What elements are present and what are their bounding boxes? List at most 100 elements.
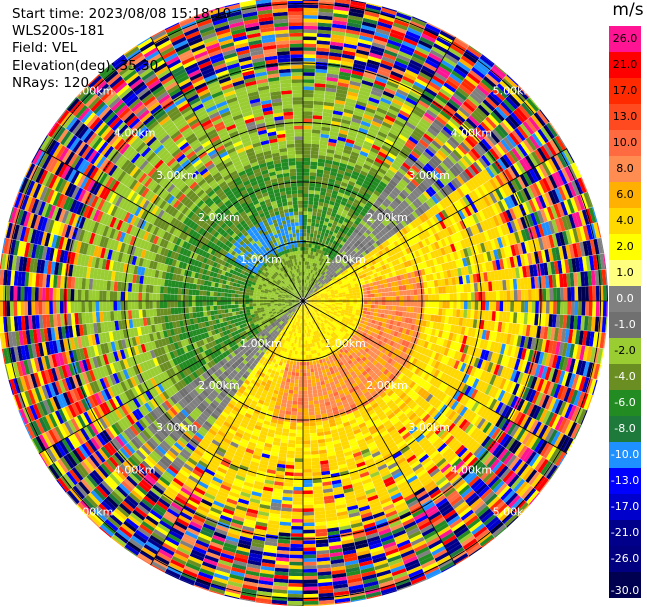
velocity-gate — [452, 284, 457, 294]
velocity-gate — [453, 177, 463, 188]
velocity-gate — [310, 289, 313, 293]
velocity-gate — [307, 204, 314, 209]
velocity-gate — [349, 272, 355, 277]
velocity-gate — [400, 44, 415, 53]
velocity-gate — [527, 153, 539, 167]
velocity-gate — [371, 230, 378, 237]
velocity-gate — [531, 301, 536, 314]
velocity-gate — [340, 122, 351, 129]
velocity-gate — [312, 118, 323, 124]
velocity-gate — [336, 277, 341, 282]
velocity-gate — [343, 206, 351, 212]
velocity-gate — [355, 100, 368, 108]
velocity-gate — [426, 145, 438, 155]
velocity-gate — [307, 386, 313, 391]
velocity-gate — [454, 36, 470, 47]
velocity-gate — [318, 11, 334, 17]
velocity-gate — [318, 8, 334, 13]
velocity-gate — [476, 84, 490, 97]
velocity-gate — [392, 296, 397, 301]
velocity-gate — [408, 136, 419, 145]
velocity-gate — [391, 98, 404, 107]
velocity-gate — [329, 268, 334, 273]
velocity-gate — [342, 112, 353, 118]
velocity-gate — [500, 198, 509, 211]
velocity-gate — [482, 118, 495, 132]
velocity-gate — [424, 294, 429, 301]
velocity-gate — [538, 179, 548, 194]
velocity-gate — [325, 214, 331, 220]
velocity-gate — [466, 72, 481, 85]
velocity-gate — [350, 173, 359, 180]
velocity-gate — [341, 250, 347, 256]
velocity-gate — [475, 159, 486, 171]
velocity-gate — [346, 296, 350, 299]
velocity-gate — [315, 216, 321, 221]
velocity-gate — [433, 181, 443, 191]
velocity-gate — [341, 178, 350, 184]
velocity-gate — [303, 4, 319, 9]
velocity-gate — [416, 141, 427, 151]
velocity-gate — [353, 59, 367, 67]
velocity-gate — [370, 205, 378, 212]
velocity-gate — [313, 197, 320, 202]
velocity-gate — [531, 197, 540, 212]
velocity-gate — [333, 279, 338, 283]
velocity-gate — [449, 117, 461, 129]
velocity-gate — [429, 124, 441, 135]
velocity-gate — [385, 155, 395, 163]
velocity-gate — [424, 237, 431, 246]
velocity-gate — [309, 269, 312, 273]
velocity-gate — [492, 145, 503, 159]
velocity-gate — [309, 273, 312, 277]
velocity-gate — [403, 72, 417, 82]
velocity-gate — [461, 208, 469, 219]
velocity-gate — [379, 213, 387, 220]
velocity-gate — [514, 145, 525, 159]
velocity-gate — [510, 179, 520, 193]
velocity-gate — [308, 186, 315, 191]
velocity-gate — [525, 118, 538, 133]
velocity-gate — [353, 141, 364, 148]
velocity-gate — [401, 162, 412, 171]
velocity-gate — [394, 119, 405, 128]
velocity-gate — [342, 175, 351, 181]
velocity-gate — [475, 60, 490, 74]
velocity-gate — [406, 27, 423, 37]
velocity-gate — [353, 198, 361, 205]
velocity-gate — [388, 221, 395, 229]
velocity-gate — [303, 75, 315, 80]
velocity-gate — [436, 190, 445, 200]
velocity-gate — [305, 247, 309, 251]
velocity-gate — [321, 280, 325, 284]
velocity-gate — [325, 87, 337, 93]
velocity-gate — [364, 137, 375, 145]
velocity-gate — [313, 93, 325, 99]
velocity-gate — [319, 269, 323, 274]
velocity-gate — [377, 104, 389, 112]
velocity-gate — [344, 101, 356, 108]
velocity-gate — [413, 218, 421, 227]
velocity-gate — [303, 268, 305, 272]
velocity-gate — [342, 209, 349, 215]
velocity-gate — [307, 343, 311, 348]
velocity-gate — [400, 106, 413, 116]
velocity-gate — [398, 212, 406, 220]
velocity-gate — [336, 260, 342, 266]
velocity-gate — [316, 165, 325, 171]
velocity-gate — [351, 214, 358, 220]
velocity-gate — [440, 238, 447, 248]
velocity-gate — [323, 199, 330, 204]
velocity-gate — [502, 153, 513, 167]
velocity-gate — [404, 159, 414, 168]
velocity-gate — [318, 201, 324, 207]
velocity-gate — [306, 279, 309, 284]
velocity-gate — [426, 84, 440, 94]
velocity-gate — [432, 215, 440, 224]
velocity-gate — [345, 305, 350, 309]
velocity-gate — [379, 203, 387, 211]
velocity-gate — [305, 294, 308, 298]
velocity-gate — [435, 68, 450, 80]
velocity-gate — [371, 120, 382, 128]
velocity-gate — [307, 279, 310, 284]
